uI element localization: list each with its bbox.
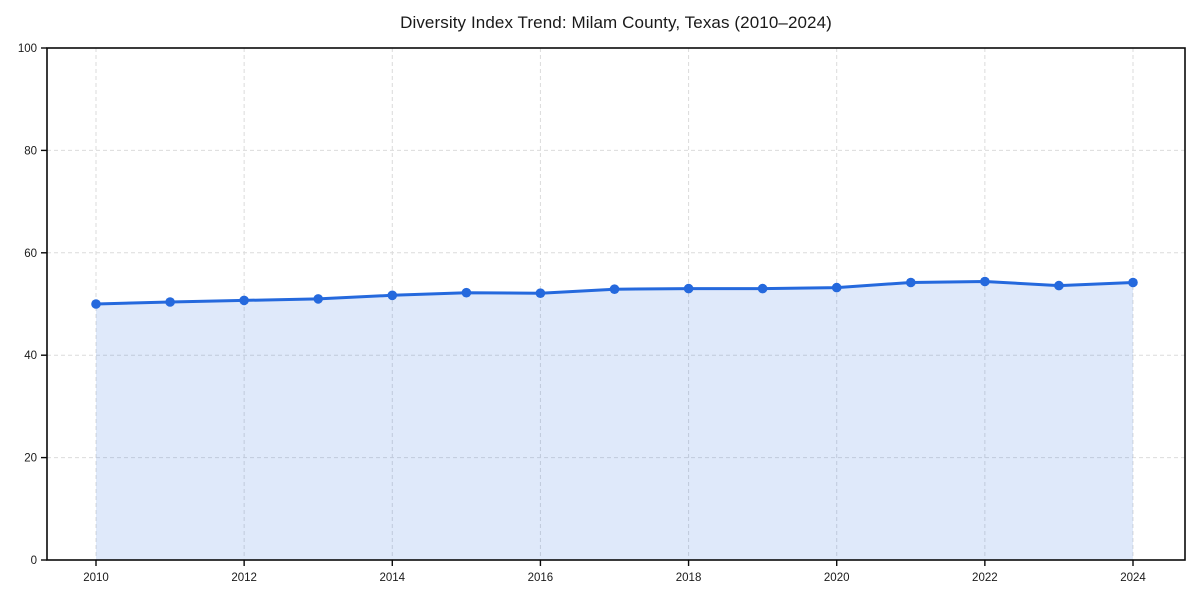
y-tick-label: 100 [18,43,37,55]
x-tick-label: 2012 [231,572,257,584]
y-tick-label: 80 [24,145,37,157]
data-point [387,290,398,301]
data-point [1054,280,1064,291]
data-point [980,276,990,287]
y-tick-label: 60 [24,248,37,260]
data-point [1128,277,1138,288]
data-point [165,297,175,307]
x-tick-label: 2010 [83,572,109,584]
x-tick-label: 2018 [676,572,702,584]
data-points [91,276,1138,309]
data-point [906,277,916,288]
x-tick-label: 2014 [379,572,405,584]
area-fill [96,281,1133,560]
data-point [461,287,472,298]
axes: 0 20 40 60 80 100 2010 2012 2014 2016 2018 2020 2022… [18,43,1147,584]
data-point [683,283,694,294]
y-tick-label: 20 [24,453,37,465]
x-tick-label: 2022 [972,572,998,584]
data-point [239,295,249,306]
data-point [535,288,546,299]
chart-title: Diversity Index Trend: Milam County, Tex… [400,13,832,32]
x-tick-label: 2020 [824,572,850,584]
y-tick-label: 40 [24,350,37,362]
data-point [91,299,101,309]
plot-frame [46,47,1186,561]
data-point [313,294,324,304]
y-tick-label: 0 [31,555,37,567]
x-tick-label: 2024 [1120,572,1146,584]
x-tick-label: 2016 [528,572,554,584]
data-point [609,284,620,295]
data-point [831,282,842,293]
data-point [757,283,768,294]
